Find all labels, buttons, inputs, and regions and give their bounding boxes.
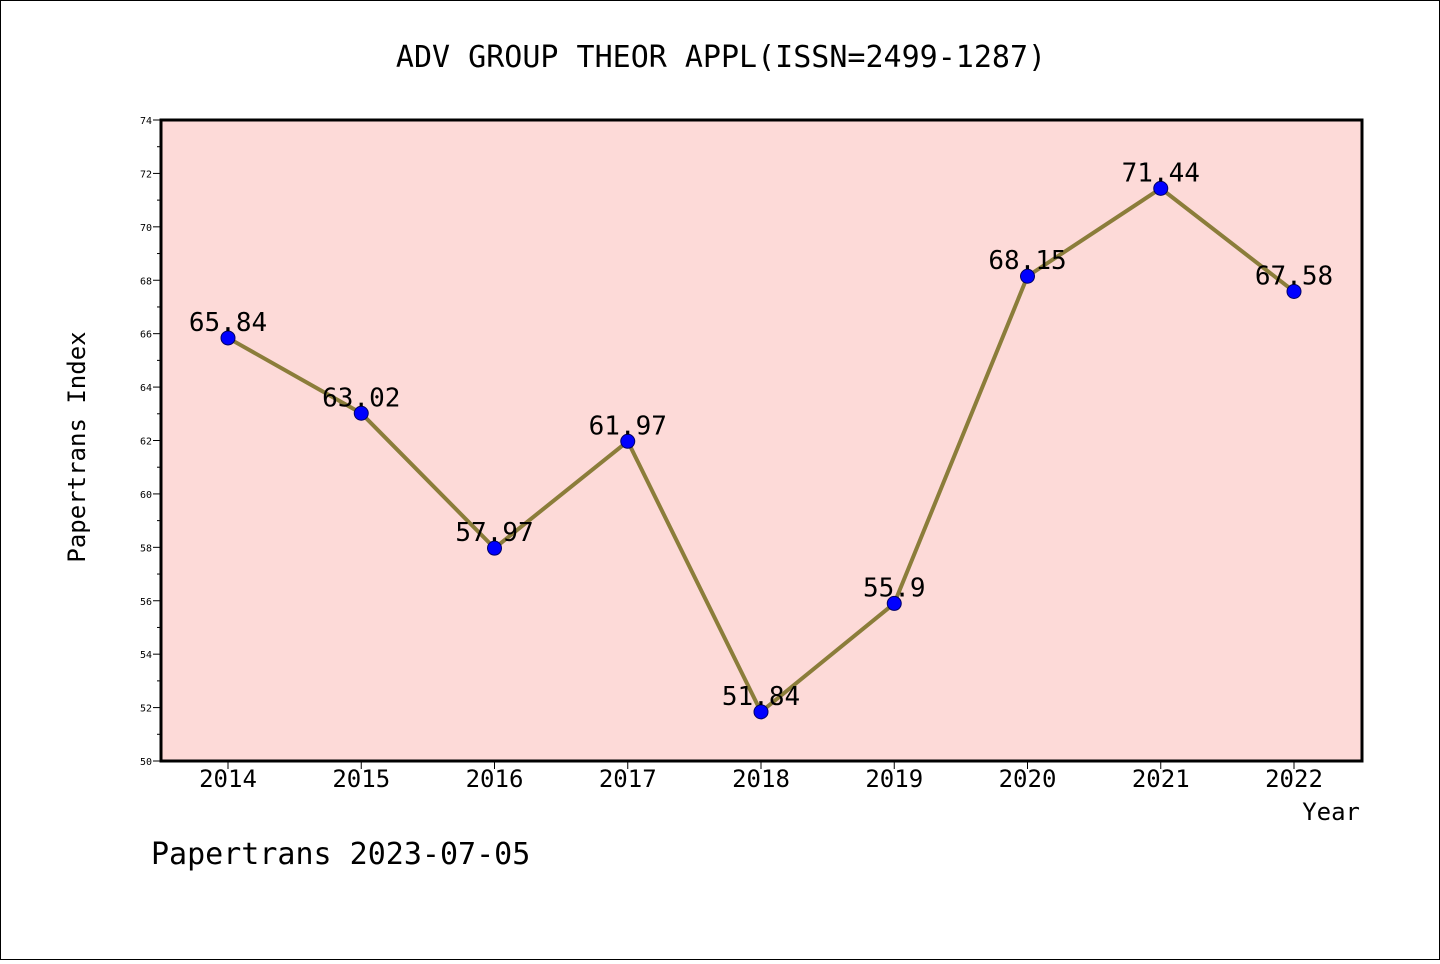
x-tick-label: 2016 [466,765,524,793]
x-tick-label: 2018 [732,765,790,793]
y-tick-label: 72 [140,169,152,180]
y-tick-label: 66 [140,330,152,341]
y-tick-label: 58 [140,543,152,554]
data-label: 57.97 [455,518,533,548]
data-label: 63.02 [322,383,400,413]
data-point-marker [753,704,769,720]
data-point-marker [1286,283,1302,299]
data-label-group: 65.84 63.02 57.97 61.97 51.84 55.9 68.15 71.44 6… [189,158,1333,711]
x-tick-label: 2017 [599,765,657,793]
data-label: 67.58 [1255,261,1333,291]
data-point-marker [487,540,502,556]
axis-ticks: 50 52 54 56 58 60 62 64 66 68 70 72 74 2014 2015 2016 20… [140,116,1323,793]
y-tick-label: 60 [140,490,152,501]
x-tick-label: 2021 [1132,765,1190,793]
data-point-marker [220,330,236,346]
y-tick-label: 54 [140,650,152,661]
footer-text: Papertrans 2023-07-05 [151,837,530,872]
x-tick-label: 2015 [332,765,390,793]
data-label: 55.9 [863,573,926,603]
data-label: 51.84 [722,682,800,712]
y-tick-label: 68 [140,276,152,287]
y-tick-label: 62 [140,437,152,448]
data-label: 71.44 [1122,158,1200,188]
data-point-marker [620,433,636,449]
data-point-marker [886,595,902,611]
y-axis-label: Papertrans Index [63,331,91,562]
y-tick-label: 74 [140,116,152,127]
x-tick-label: 2022 [1265,765,1323,793]
y-tick-label: 50 [140,757,152,768]
x-tick-label: 2014 [199,765,257,793]
data-label: 65.84 [189,308,267,338]
y-tick-label: 56 [140,597,152,608]
data-label: 61.97 [589,411,667,441]
x-tick-label: 2020 [999,765,1057,793]
marker-group [220,180,1302,720]
x-tick-label: 2019 [865,765,923,793]
data-label: 68.15 [988,246,1066,276]
x-axis-label: Year [1302,798,1360,826]
y-tick-label: 64 [140,383,152,394]
data-point-marker [1020,268,1035,284]
data-point-marker [1153,180,1169,196]
y-tick-label: 52 [140,704,152,715]
chart-title: ADV GROUP THEOR APPL(ISSN=2499-1287) [396,40,1046,75]
plot-area [159,118,1364,763]
data-point-marker [353,405,369,421]
y-tick-label: 70 [140,223,152,234]
